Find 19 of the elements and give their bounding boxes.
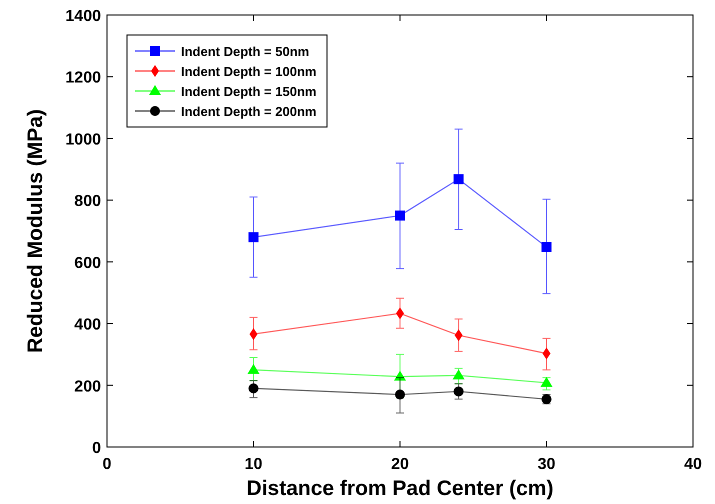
x-tick-label: 20 <box>391 456 409 473</box>
y-tick-label: 0 <box>92 440 102 457</box>
y-axis-title: Reduced Modulus (MPa) <box>24 109 47 353</box>
x-tick-label: 0 <box>102 456 112 473</box>
x-tick-label: 40 <box>684 456 702 473</box>
y-tick-label: 600 <box>74 254 102 272</box>
y-tick-label: 1200 <box>65 70 102 87</box>
legend-label: Indent Depth = 150nm <box>181 84 316 99</box>
y-tick-label: 400 <box>74 316 102 334</box>
y-tick-label: 200 <box>74 378 102 396</box>
legend-label: Indent Depth = 50nm <box>181 44 310 59</box>
legend-label: Indent Depth = 200nm <box>181 104 316 119</box>
y-tick-label: 800 <box>74 193 102 210</box>
y-tick-label: 1400 <box>65 8 102 25</box>
y-tick-label: 1000 <box>65 131 102 148</box>
x-tick-label: 10 <box>244 456 262 473</box>
legend-label: Indent Depth = 100nm <box>181 64 316 79</box>
x-tick-label: 30 <box>538 456 556 473</box>
x-axis-title: Distance from Pad Center (cm) <box>246 477 554 500</box>
